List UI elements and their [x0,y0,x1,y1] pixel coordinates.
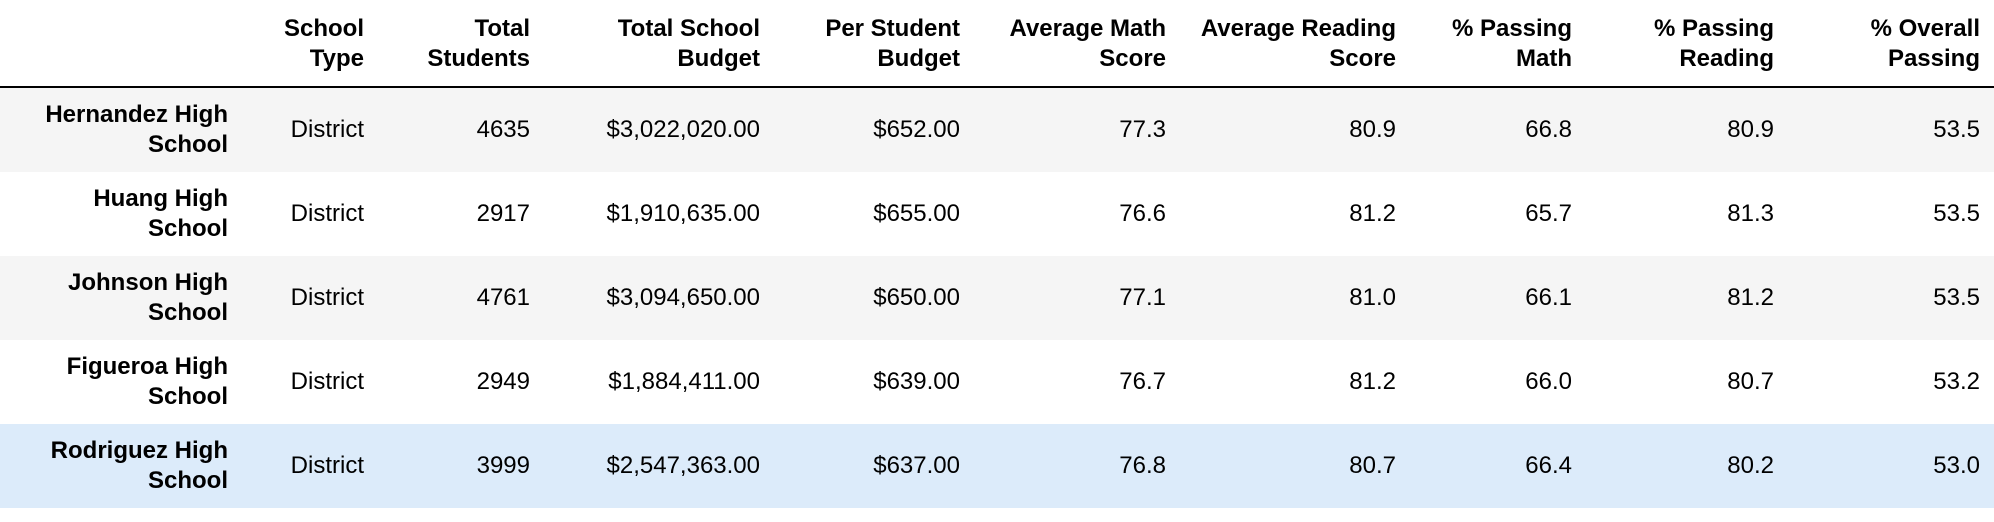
table-row: Hernandez High School District 4635 $3,02… [0,87,1994,172]
cell-school-type: District [290,200,364,227]
table-body: Hernandez High School District 4635 $3,02… [0,87,1994,508]
cell-average-reading-score: 80.9 [1349,116,1396,143]
row-header-school: Rodriguez High School [50,437,228,494]
column-header-total-school-budget: Total School Budget [544,0,774,88]
school-summary-table: School Type Total Students Total School Bud… [0,0,1994,508]
cell-average-reading-score: 81.2 [1349,200,1396,227]
cell-per-student-budget: $655.00 [873,200,960,227]
cell-total-students: 4635 [476,116,530,143]
cell-average-math-score: 76.7 [1119,368,1166,395]
cell-passing-math: 66.1 [1525,284,1572,311]
row-header-school: Figueroa High School [66,353,228,410]
cell-school-type: District [290,452,364,479]
cell-total-students: 3999 [476,452,530,479]
cell-total-students: 2917 [476,200,530,227]
cell-average-reading-score: 80.7 [1349,452,1396,479]
cell-passing-reading: 81.2 [1727,284,1774,311]
cell-total-school-budget: $3,094,650.00 [606,284,760,311]
cell-average-math-score: 77.3 [1119,116,1166,143]
row-header-school: Hernandez High School [45,101,228,158]
cell-average-reading-score: 81.2 [1349,368,1396,395]
cell-overall-passing: 53.5 [1933,200,1980,227]
table-row-highlighted: Rodriguez High School District 3999 $2,54… [0,424,1994,508]
cell-average-math-score: 77.1 [1119,284,1166,311]
cell-total-students: 2949 [476,368,530,395]
cell-total-school-budget: $1,910,635.00 [606,200,760,227]
column-header-average-math-score: Average Math Score [974,0,1180,88]
cell-total-students: 4761 [476,284,530,311]
cell-passing-reading: 80.9 [1727,116,1774,143]
cell-per-student-budget: $639.00 [873,368,960,395]
column-header-passing-reading: % Passing Reading [1586,0,1788,88]
column-header-passing-math: % Passing Math [1410,0,1586,88]
cell-average-math-score: 76.8 [1119,452,1166,479]
cell-overall-passing: 53.5 [1933,116,1980,143]
cell-passing-reading: 80.7 [1727,368,1774,395]
cell-average-math-score: 76.6 [1119,200,1166,227]
cell-overall-passing: 53.0 [1933,452,1980,479]
cell-overall-passing: 53.2 [1933,368,1980,395]
cell-passing-reading: 81.3 [1727,200,1774,227]
column-header-average-reading-score: Average Reading Score [1180,0,1410,88]
cell-per-student-budget: $650.00 [873,284,960,311]
cell-per-student-budget: $652.00 [873,116,960,143]
cell-passing-math: 66.4 [1525,452,1572,479]
row-header-school: Johnson High School [68,269,228,326]
column-header-school-type: School Type [242,0,378,88]
cell-total-school-budget: $2,547,363.00 [606,452,760,479]
cell-total-school-budget: $1,884,411.00 [608,368,760,395]
cell-average-reading-score: 81.0 [1349,284,1396,311]
cell-per-student-budget: $637.00 [873,452,960,479]
table-row: Huang High School District 2917 $1,910,63… [0,172,1994,256]
cell-overall-passing: 53.5 [1933,284,1980,311]
cell-total-school-budget: $3,022,020.00 [606,116,760,143]
column-header-total-students: Total Students [378,0,544,88]
column-header-per-student-budget: Per Student Budget [774,0,974,88]
header-row: School Type Total Students Total School Bud… [0,0,1994,88]
row-header-school: Huang High School [93,185,228,242]
cell-passing-reading: 80.2 [1727,452,1774,479]
table-row: Johnson High School District 4761 $3,094,… [0,256,1994,340]
cell-passing-math: 65.7 [1525,200,1572,227]
cell-passing-math: 66.0 [1525,368,1572,395]
cell-school-type: District [290,368,364,395]
cell-passing-math: 66.8 [1525,116,1572,143]
index-header [0,0,242,88]
cell-school-type: District [290,284,364,311]
table-header: School Type Total Students Total School Bud… [0,0,1994,88]
cell-school-type: District [290,116,364,143]
column-header-overall-passing: % Overall Passing [1788,0,1994,88]
table-row: Figueroa High School District 2949 $1,884… [0,340,1994,424]
